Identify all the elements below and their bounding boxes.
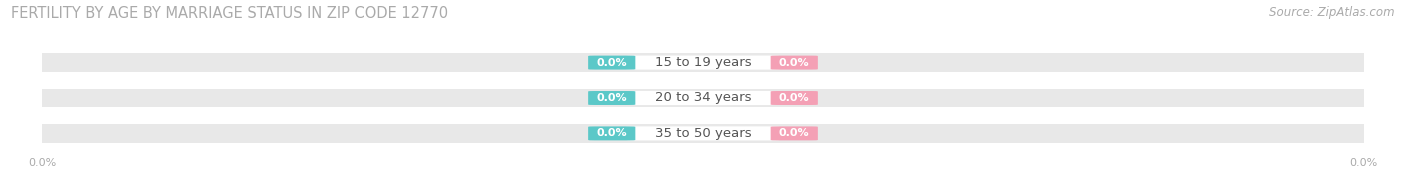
FancyBboxPatch shape [588, 91, 636, 105]
Text: 0.0%: 0.0% [779, 128, 810, 138]
Text: 35 to 50 years: 35 to 50 years [655, 127, 751, 140]
FancyBboxPatch shape [626, 126, 780, 141]
FancyBboxPatch shape [588, 126, 636, 140]
Text: 0.0%: 0.0% [596, 93, 627, 103]
FancyBboxPatch shape [588, 56, 636, 70]
FancyBboxPatch shape [626, 91, 780, 105]
Text: 0.0%: 0.0% [596, 58, 627, 68]
Text: 0.0%: 0.0% [779, 58, 810, 68]
Text: 0.0%: 0.0% [779, 93, 810, 103]
Text: 0.0%: 0.0% [596, 128, 627, 138]
FancyBboxPatch shape [770, 56, 818, 70]
Text: FERTILITY BY AGE BY MARRIAGE STATUS IN ZIP CODE 12770: FERTILITY BY AGE BY MARRIAGE STATUS IN Z… [11, 6, 449, 21]
FancyBboxPatch shape [770, 126, 818, 140]
Bar [42, 124, 1364, 143]
FancyBboxPatch shape [626, 55, 780, 70]
Text: 15 to 19 years: 15 to 19 years [655, 56, 751, 69]
Bar [42, 53, 1364, 72]
FancyBboxPatch shape [770, 91, 818, 105]
Text: Source: ZipAtlas.com: Source: ZipAtlas.com [1270, 6, 1395, 19]
Text: 20 to 34 years: 20 to 34 years [655, 92, 751, 104]
Bar [42, 89, 1364, 107]
